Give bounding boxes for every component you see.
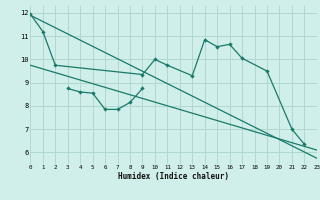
X-axis label: Humidex (Indice chaleur): Humidex (Indice chaleur) [118,172,229,181]
